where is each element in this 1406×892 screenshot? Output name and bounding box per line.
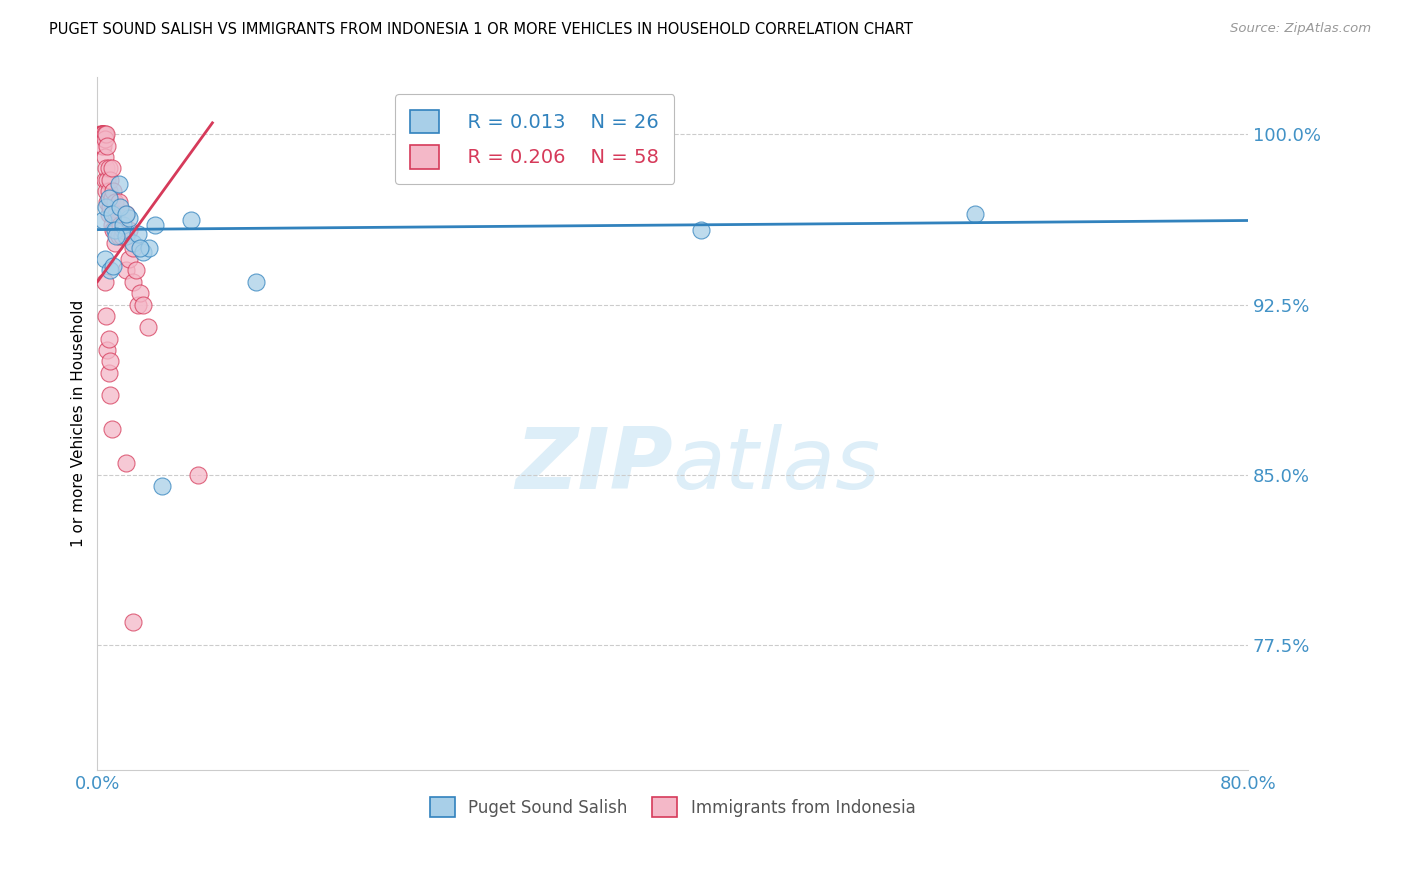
Point [104,236,127,251]
Point [90,127,112,141]
Text: atlas: atlas [672,424,880,507]
Point [127,227,149,241]
Point [91,138,114,153]
Point [100,207,122,221]
Point [110,218,132,232]
Point [98,388,121,402]
Point [122,236,145,251]
Point [94,200,117,214]
Point [125,263,148,277]
Point [96,343,118,357]
Point [129,286,152,301]
Point [108,229,131,244]
Point [143,218,166,232]
Point [100,218,122,232]
Point [132,297,155,311]
Point [118,211,141,226]
Point [101,222,124,236]
Point [111,229,134,244]
Text: PUGET SOUND SALISH VS IMMIGRANTS FROM INDONESIA 1 OR MORE VEHICLES IN HOUSEHOLD : PUGET SOUND SALISH VS IMMIGRANTS FROM IN… [49,22,912,37]
Point [690,222,713,236]
Point [122,241,145,255]
Point [100,422,122,436]
Point [115,263,138,277]
Point [101,259,124,273]
Point [245,275,267,289]
Point [97,366,120,380]
Point [98,263,121,277]
Point [150,479,173,493]
Text: ZIP: ZIP [515,424,672,507]
Point [94,161,117,176]
Point [89,127,111,141]
Point [97,332,120,346]
Point [112,222,135,236]
Y-axis label: 1 or more Vehicles in Household: 1 or more Vehicles in Household [72,300,86,548]
Point [90,127,112,141]
Point [93,275,115,289]
Point [101,184,124,198]
Point [136,320,159,334]
Point [97,207,120,221]
Point [129,241,152,255]
Point [97,184,120,198]
Point [122,275,145,289]
Text: Source: ZipAtlas.com: Source: ZipAtlas.com [1230,22,1371,36]
Legend: Puget Sound Salish, Immigrants from Indonesia: Puget Sound Salish, Immigrants from Indo… [423,790,922,824]
Point [112,218,135,232]
Point [115,207,138,221]
Point [90,138,112,153]
Point [96,138,118,153]
Point [104,222,127,236]
Point [104,195,127,210]
Point [98,200,121,214]
Point [105,207,128,221]
Point [93,127,115,141]
Point [963,207,986,221]
Point [94,127,117,141]
Point [97,191,120,205]
Point [122,615,145,630]
Point [90,127,112,141]
Point [105,229,128,244]
Point [138,241,160,255]
Point [98,172,121,186]
Point [100,161,122,176]
Point [93,132,115,146]
Point [96,195,118,210]
Point [132,245,155,260]
Point [91,127,114,141]
Point [93,252,115,266]
Point [110,200,132,214]
Point [91,213,114,227]
Point [94,309,117,323]
Point [115,229,138,244]
Point [94,184,117,198]
Point [118,252,141,266]
Point [100,191,122,205]
Point [108,177,131,191]
Point [115,207,138,221]
Point [108,195,131,210]
Point [187,467,209,482]
Point [98,354,121,368]
Point [96,172,118,186]
Point [93,172,115,186]
Point [127,297,149,311]
Point [91,127,114,141]
Point [93,150,115,164]
Point [118,222,141,236]
Point [97,161,120,176]
Point [180,213,202,227]
Point [115,457,138,471]
